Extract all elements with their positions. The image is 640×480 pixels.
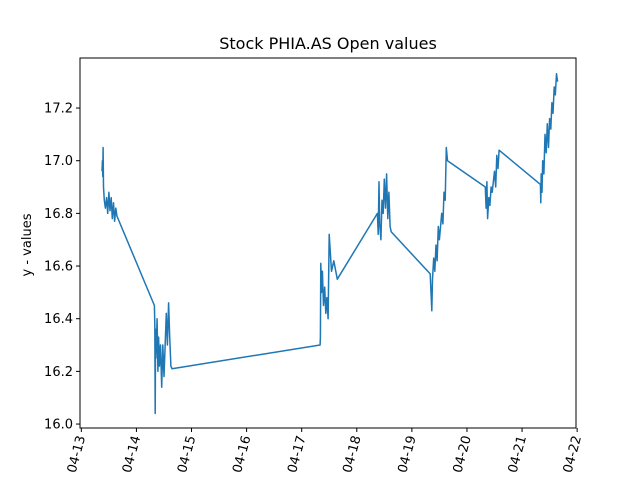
x-tick-label: 04-21 (506, 434, 530, 474)
x-tick-label: 04-16 (230, 434, 254, 474)
y-tick-label: 16.6 (44, 260, 73, 275)
y-tick-label: 16.8 (44, 207, 73, 222)
chart-title: Stock PHIA.AS Open values (219, 34, 437, 53)
y-tick-label: 17.0 (44, 154, 73, 169)
x-tick-label: 04-13 (65, 434, 89, 474)
x-tick-label: 04-17 (285, 434, 309, 474)
x-tick-label: 04-15 (175, 434, 199, 474)
plot-frame (79, 57, 577, 429)
y-tick-label: 16.4 (44, 312, 73, 327)
x-tick-label: 04-18 (340, 434, 364, 474)
x-tick-label: 04-14 (120, 434, 144, 474)
x-tick-label: 04-20 (451, 434, 475, 474)
y-tick-label: 16.0 (44, 418, 73, 433)
plot-area: 16.0 16.2 16.4 16.6 16.8 17.0 17.2 04-13 04-14 04… (44, 73, 585, 475)
y-axis-label: y - values (20, 213, 35, 276)
y-tick-label: 17.2 (44, 102, 73, 117)
series-line-0 (101, 73, 559, 415)
x-tick-label: 04-19 (395, 434, 419, 474)
x-tick-label: 04-22 (561, 434, 585, 474)
y-tick-label: 16.2 (44, 365, 73, 380)
